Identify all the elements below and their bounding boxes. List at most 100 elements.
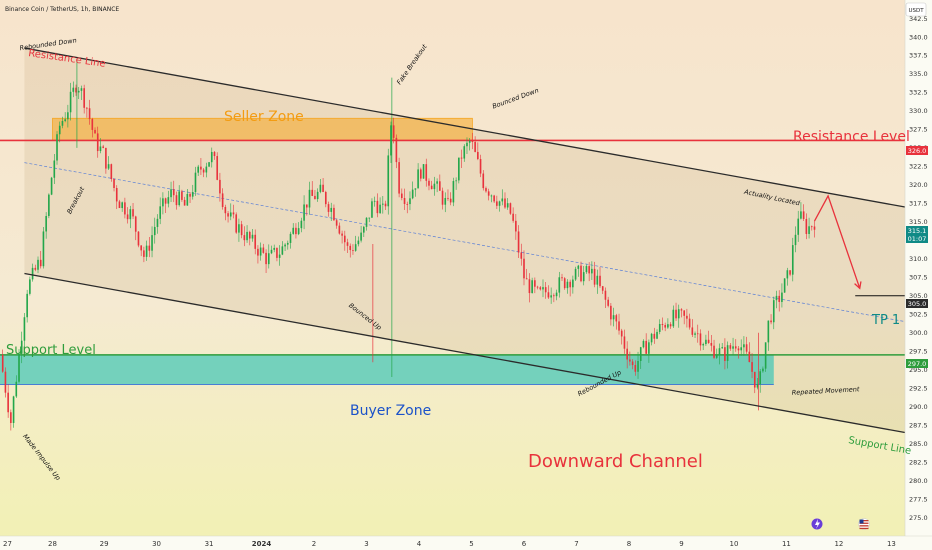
candle-body xyxy=(691,327,694,335)
candle-body xyxy=(463,146,466,159)
support-trendline[interactable] xyxy=(24,272,906,434)
candle-body xyxy=(308,189,311,208)
candle-body xyxy=(121,202,123,209)
candle-body xyxy=(126,214,129,220)
candle-body xyxy=(349,245,352,251)
candle-body xyxy=(631,361,634,366)
candle-body xyxy=(194,172,197,193)
candle-body xyxy=(238,224,240,233)
candle-body xyxy=(357,240,360,245)
time-tick-label: 28 xyxy=(48,540,57,548)
candle-body xyxy=(202,169,205,173)
candle-body xyxy=(601,286,604,291)
candle-body xyxy=(224,206,227,214)
price-tick-label: 300.0 xyxy=(909,329,928,337)
candle-body xyxy=(539,287,542,290)
candle-body xyxy=(189,193,191,197)
time-tick-label: 3 xyxy=(364,540,368,548)
candle-body xyxy=(732,346,734,349)
candle-body xyxy=(686,315,688,319)
candle-body xyxy=(794,234,797,246)
candle-body xyxy=(561,277,563,279)
candle-body xyxy=(110,164,113,180)
time-tick-label: 6 xyxy=(522,540,527,548)
candle-body xyxy=(512,213,514,221)
seller-zone-label: Seller Zone xyxy=(224,109,304,125)
candle-body xyxy=(800,211,802,219)
candle-body xyxy=(474,141,476,152)
candle-body xyxy=(316,191,319,200)
flag-icon[interactable] xyxy=(858,518,870,530)
price-tick-label: 320.0 xyxy=(909,181,928,189)
candle-body xyxy=(677,309,680,319)
time-tick-label: 2024 xyxy=(252,540,272,548)
candle-body xyxy=(178,191,181,206)
candle-body xyxy=(115,187,118,202)
projection-path xyxy=(813,194,861,289)
resistance-trendline[interactable] xyxy=(24,47,906,208)
candle-body xyxy=(91,119,94,130)
candle-body xyxy=(164,198,167,204)
candle-body xyxy=(694,333,696,335)
candle-body xyxy=(810,226,813,228)
candle-body xyxy=(314,195,316,200)
candle-body xyxy=(324,191,327,205)
candle-body xyxy=(620,330,623,337)
candle-body xyxy=(248,231,251,239)
candle-body xyxy=(656,331,658,339)
svg-text:326.0: 326.0 xyxy=(908,147,927,155)
symbol-title: Binance Coin / TetherUS, 1h, BINANCE xyxy=(5,6,119,13)
time-axis[interactable]: 27 28 29 30 31 2024 2 3 4 5 6 7 8 9 10 11 12 13 xyxy=(3,540,896,548)
candle-body xyxy=(553,295,555,297)
candle-body xyxy=(425,164,428,181)
time-tick-label: 5 xyxy=(469,540,473,548)
candle-body xyxy=(88,108,91,120)
candle-body xyxy=(468,140,471,143)
candle-body xyxy=(569,281,571,288)
price-tick-label: 302.5 xyxy=(909,311,928,319)
candle-body xyxy=(520,252,523,259)
candle-body xyxy=(153,226,156,236)
candle-body xyxy=(420,169,422,179)
candle-body xyxy=(167,197,170,204)
candle-body xyxy=(278,254,281,258)
candle-body xyxy=(1,354,4,372)
price-axis[interactable]: 342.5340.0337.5335.0332.5330.0327.5325.0… xyxy=(909,15,928,522)
buyer-zone-label: Buyer Zone xyxy=(350,403,431,419)
candle-body xyxy=(759,371,762,385)
candle-body xyxy=(555,292,558,297)
candle-body xyxy=(58,125,61,135)
candle-body xyxy=(471,140,474,142)
candle-body xyxy=(449,198,452,203)
candle-body xyxy=(588,266,590,274)
candle-body xyxy=(26,293,28,318)
candle-body xyxy=(648,342,650,354)
candle-body xyxy=(748,351,751,363)
candle-body xyxy=(715,355,718,358)
candle-body xyxy=(341,233,343,236)
candle-body xyxy=(118,201,121,209)
candle-body xyxy=(515,220,517,232)
price-tick-label: 332.5 xyxy=(909,89,928,97)
candle-body xyxy=(699,333,702,346)
candle-body xyxy=(129,209,132,220)
candle-body xyxy=(53,160,56,178)
candle-body xyxy=(107,164,110,169)
candle-body xyxy=(403,198,406,204)
svg-text:315.1: 315.1 xyxy=(908,227,927,235)
time-tick-label: 4 xyxy=(417,540,422,548)
lightning-icon[interactable] xyxy=(811,518,823,530)
candle-body xyxy=(504,198,506,208)
candle-body xyxy=(536,286,539,288)
candle-body xyxy=(64,119,66,122)
currency-button[interactable]: USDT xyxy=(905,2,927,17)
candle-body xyxy=(257,248,259,256)
candle-body xyxy=(721,347,724,349)
candle-body xyxy=(593,268,596,285)
candle-body xyxy=(292,227,295,234)
candle-body xyxy=(232,212,235,215)
candle-body xyxy=(235,214,238,233)
candle-body xyxy=(398,162,400,194)
